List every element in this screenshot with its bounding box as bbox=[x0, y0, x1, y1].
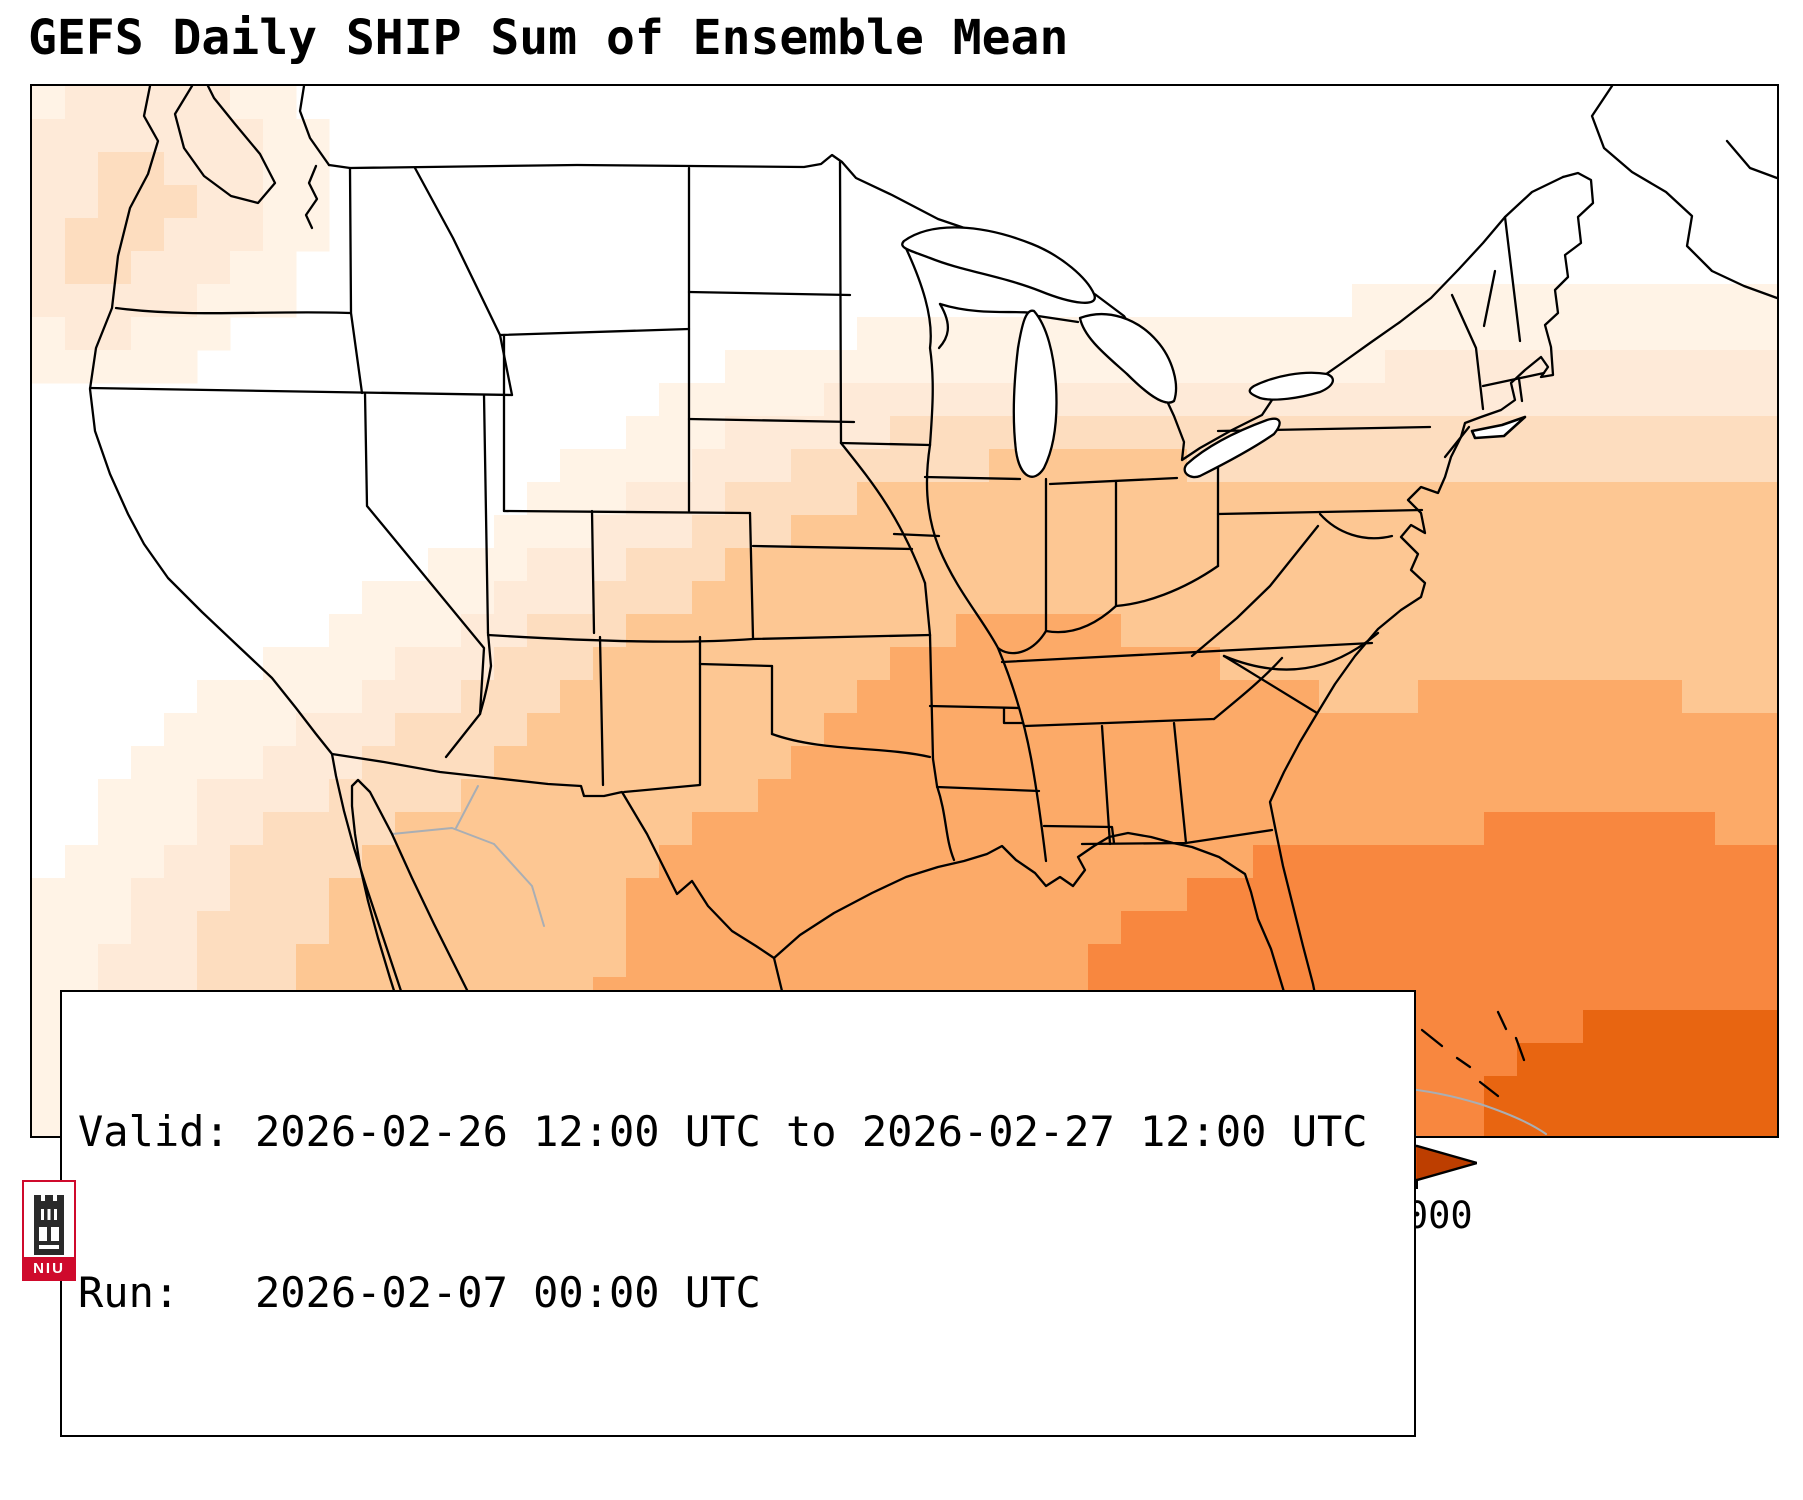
colorbar-over-arrow bbox=[1417, 1146, 1477, 1180]
great-lakes-layer bbox=[901, 226, 1335, 479]
map-frame: Valid: 2026-02-26 12:00 UTC to 2026-02-2… bbox=[30, 84, 1779, 1437]
niu-logo-text: NIU bbox=[24, 1257, 74, 1279]
coastline-stateborder-layer bbox=[88, 86, 1777, 1136]
run-time-text: Run: 2026-02-07 00:00 UTC bbox=[78, 1267, 761, 1317]
niu-logo: NIU bbox=[22, 1180, 76, 1281]
valid-run-info-box: Valid: 2026-02-26 12:00 UTC to 2026-02-2… bbox=[60, 990, 1416, 1437]
us-ship-forecast-map bbox=[32, 86, 1777, 1136]
page-title: GEFS Daily SHIP Sum of Ensemble Mean bbox=[28, 10, 1069, 66]
valid-time-text: Valid: 2026-02-26 12:00 UTC to 2026-02-2… bbox=[78, 1106, 1368, 1156]
niu-castle-icon bbox=[34, 1195, 64, 1255]
islands-layer bbox=[1470, 415, 1527, 440]
